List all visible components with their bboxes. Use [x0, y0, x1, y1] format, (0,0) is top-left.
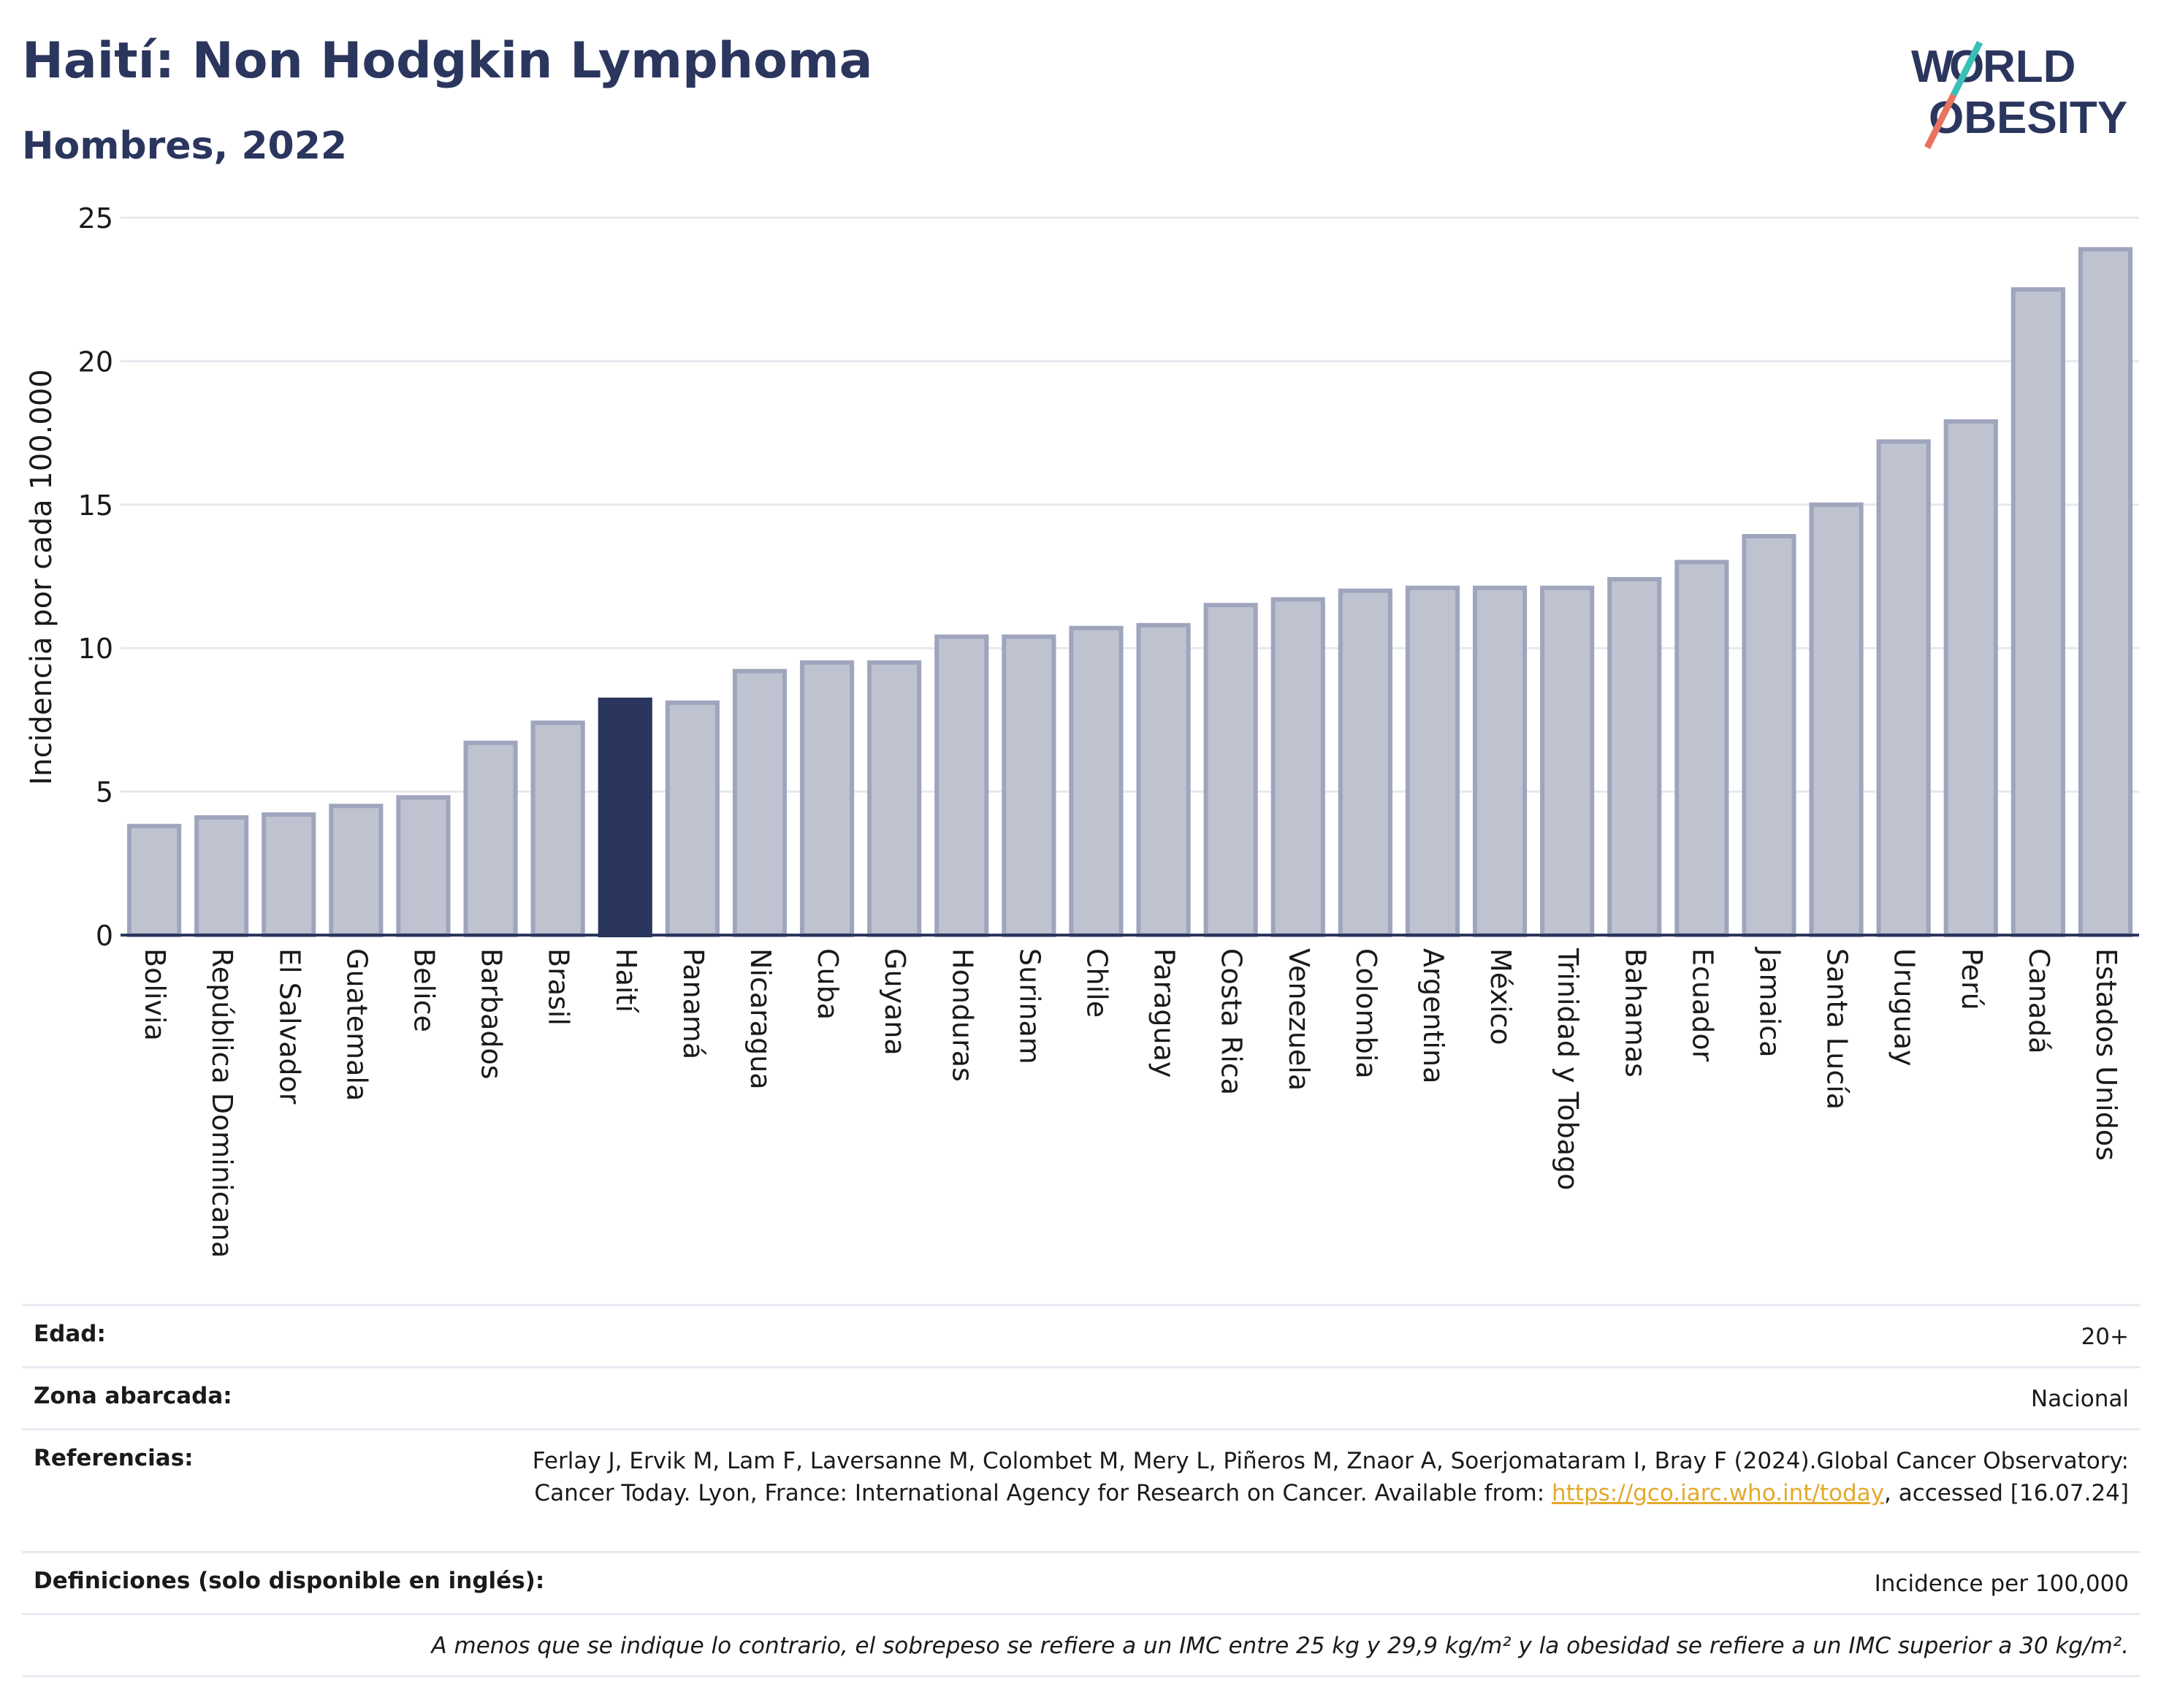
x-tick-label: Estados Unidos — [2090, 948, 2122, 1161]
x-tick-label: Chile — [1080, 948, 1113, 1018]
x-tick-label: Belice — [408, 948, 440, 1032]
bar-nicaragua — [732, 668, 788, 938]
x-tick-label: Colombia — [1350, 948, 1382, 1079]
referencias-value: Ferlay J, Ervik M, Lam F, Laversanne M, … — [522, 1445, 2129, 1509]
bar-el-salvador — [262, 812, 316, 938]
y-tick-label: 10 — [78, 633, 113, 665]
zona-label: Zona abarcada: — [34, 1383, 232, 1409]
bar-chile — [1069, 625, 1124, 937]
x-tick-label: México — [1485, 948, 1517, 1045]
bar-argentina — [1405, 585, 1460, 937]
bar-surinam — [1002, 634, 1056, 937]
x-tick-label: Guatemala — [340, 948, 373, 1101]
x-tick-label: Honduras — [946, 948, 978, 1082]
x-tick-label: Ecuador — [1686, 948, 1718, 1062]
referencias-link[interactable]: https://gco.iarc.who.int/today — [1552, 1480, 1884, 1506]
bar-brasil — [530, 720, 585, 937]
bar-belice — [396, 795, 451, 938]
bar-méxico — [1472, 585, 1528, 937]
x-tick-label: Panamá — [677, 948, 709, 1059]
referencias-accessed: , accessed [16.07.24] — [1883, 1480, 2129, 1506]
bar-guatemala — [329, 804, 384, 937]
x-tick-label: Barbados — [476, 948, 508, 1080]
x-tick-label: Bolivia — [139, 948, 171, 1041]
definiciones-label: Definiciones (solo disponible en inglés)… — [34, 1568, 545, 1594]
info-row-edad: Edad: 20+ — [22, 1304, 2141, 1366]
bar-canadá — [2011, 287, 2065, 937]
bar-santa-lucía — [1809, 502, 1864, 937]
bar-jamaica — [1742, 534, 1796, 937]
x-tick-label: Perú — [1956, 948, 1988, 1010]
x-tick-label: Uruguay — [1889, 948, 1921, 1067]
chart-title: Haití: Non Hodgkin Lymphoma — [22, 32, 873, 90]
x-tick-label: Canadá — [2023, 948, 2055, 1054]
bar-panamá — [665, 700, 720, 937]
footnote-text: A menos que se indique lo contrario, el … — [431, 1633, 2129, 1659]
y-axis-label: Incidencia por cada 100.000 — [25, 369, 58, 785]
bar-bolivia — [126, 823, 182, 937]
bar-paraguay — [1136, 622, 1191, 937]
bar-chart: 0 5 10 15 20 25 Bolivia República Dominicana El… — [25, 202, 2139, 1258]
x-tick-label: Nicaragua — [744, 948, 777, 1090]
zona-value: Nacional — [2030, 1386, 2129, 1412]
info-row-zona: Zona abarcada: Nacional — [22, 1366, 2141, 1428]
bar-barbados — [463, 740, 518, 937]
grid-lines — [121, 216, 2139, 793]
y-tick-label: 0 — [96, 920, 113, 952]
x-tick-label: Guyana — [879, 948, 911, 1056]
info-row-definiciones: Definiciones (solo disponible en inglés)… — [22, 1551, 2141, 1613]
y-tick-label: 5 — [96, 777, 113, 809]
info-table: Edad: 20+ Zona abarcada: Nacional Refere… — [22, 1304, 2141, 1677]
x-tick-label: Surinam — [1013, 948, 1045, 1064]
bar-uruguay — [1876, 439, 1931, 937]
svg-text:OBESITY: OBESITY — [1929, 93, 2127, 143]
bar-ecuador — [1674, 560, 1729, 937]
info-row-footnote: A menos que se indique lo contrario, el … — [22, 1613, 2141, 1677]
x-tick-label: Cuba — [812, 948, 844, 1020]
bar-perú — [1943, 419, 1998, 937]
edad-label: Edad: — [34, 1321, 106, 1347]
y-tick-label: 25 — [78, 202, 113, 235]
bar-república-dominicana — [194, 815, 249, 938]
bar-guyana — [867, 660, 922, 938]
x-tick-label: Costa Rica — [1216, 948, 1248, 1095]
x-tick-label: Haití — [610, 948, 642, 1013]
bar-colombia — [1338, 588, 1392, 937]
x-tick-label: Venezuela — [1283, 948, 1315, 1091]
bar-estados-unidos — [2078, 247, 2133, 937]
edad-value: 20+ — [2081, 1324, 2129, 1350]
bar-venezuela — [1270, 597, 1325, 937]
referencias-label: Referencias: — [34, 1445, 194, 1471]
svg-text:RLD: RLD — [1983, 42, 2076, 92]
bar-bahamas — [1607, 576, 1662, 937]
x-tick-label: Trinidad y Tobago — [1552, 948, 1584, 1190]
definiciones-value: Incidence per 100,000 — [1874, 1571, 2129, 1597]
x-tick-label: Brasil — [543, 948, 575, 1026]
info-row-referencias: Referencias: Ferlay J, Ervik M, Lam F, L… — [22, 1428, 2141, 1551]
bar-cuba — [799, 660, 855, 938]
bar-honduras — [934, 634, 989, 937]
y-tick-label: 15 — [78, 489, 113, 522]
chart-subtitle: Hombres, 2022 — [22, 124, 348, 168]
bars — [126, 247, 2133, 938]
y-tick-labels: 0 5 10 15 20 25 — [78, 202, 113, 952]
referencias-text: Ferlay J, Ervik M, Lam F, Laversanne M, … — [532, 1448, 2129, 1506]
x-tick-label: Paraguay — [1148, 948, 1181, 1078]
x-tick-label: Bahamas — [1619, 948, 1651, 1078]
x-tick-label: Argentina — [1417, 948, 1449, 1083]
svg-text:W: W — [1911, 42, 1954, 92]
x-tick-labels: Bolivia República Dominicana El Salvador Gu… — [139, 947, 2122, 1258]
x-tick-label: República Dominicana — [206, 948, 238, 1258]
bar-costa-rica — [1203, 603, 1258, 938]
x-tick-label: Santa Lucía — [1821, 948, 1853, 1110]
x-tick-label: Jamaica — [1753, 947, 1785, 1058]
x-tick-label: El Salvador — [273, 948, 305, 1105]
y-tick-label: 20 — [78, 346, 113, 378]
world-obesity-logo: W O RLD OBESITY — [1911, 40, 2127, 150]
bar-trinidad-y-tobago — [1540, 585, 1595, 937]
bar-haití — [598, 697, 652, 937]
